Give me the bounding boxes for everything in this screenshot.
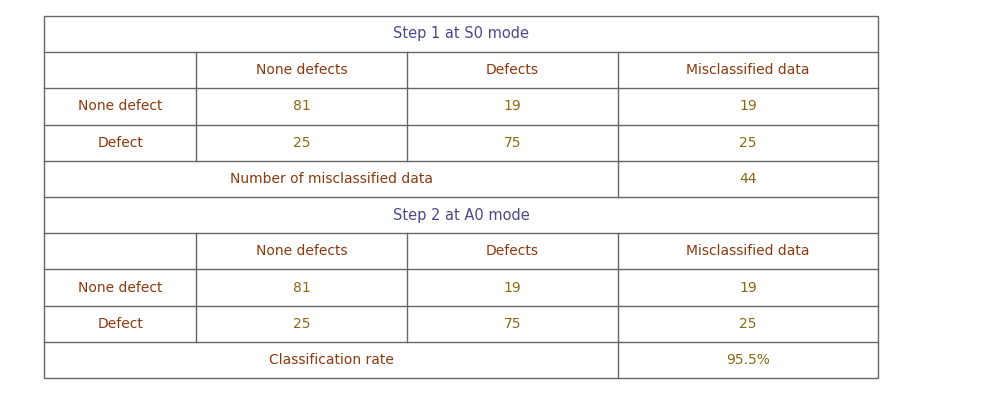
Bar — [44, 16, 878, 378]
Text: Misclassified data: Misclassified data — [687, 244, 809, 258]
Text: None defect: None defect — [77, 99, 163, 113]
Text: 19: 19 — [739, 99, 757, 113]
Text: 19: 19 — [739, 281, 757, 295]
Text: None defects: None defects — [256, 244, 347, 258]
Text: 25: 25 — [740, 317, 756, 331]
Text: 81: 81 — [292, 281, 311, 295]
Text: 19: 19 — [503, 99, 522, 113]
Text: 25: 25 — [293, 136, 310, 150]
Text: Defects: Defects — [486, 244, 540, 258]
Text: None defect: None defect — [77, 281, 163, 295]
Text: None defects: None defects — [256, 63, 347, 77]
Text: 25: 25 — [293, 317, 310, 331]
Text: Misclassified data: Misclassified data — [687, 63, 809, 77]
Text: 75: 75 — [504, 136, 521, 150]
Text: 44: 44 — [740, 172, 756, 186]
Text: Step 1 at S0 mode: Step 1 at S0 mode — [393, 26, 529, 41]
Text: 81: 81 — [292, 99, 311, 113]
Text: 19: 19 — [503, 281, 522, 295]
Text: 75: 75 — [504, 317, 521, 331]
Text: Step 2 at A0 mode: Step 2 at A0 mode — [392, 208, 530, 223]
Text: Defect: Defect — [97, 317, 143, 331]
Text: Classification rate: Classification rate — [269, 353, 393, 367]
Text: Defects: Defects — [486, 63, 540, 77]
Text: 95.5%: 95.5% — [726, 353, 770, 367]
Text: 25: 25 — [740, 136, 756, 150]
Text: Defect: Defect — [97, 136, 143, 150]
Text: Number of misclassified data: Number of misclassified data — [230, 172, 433, 186]
